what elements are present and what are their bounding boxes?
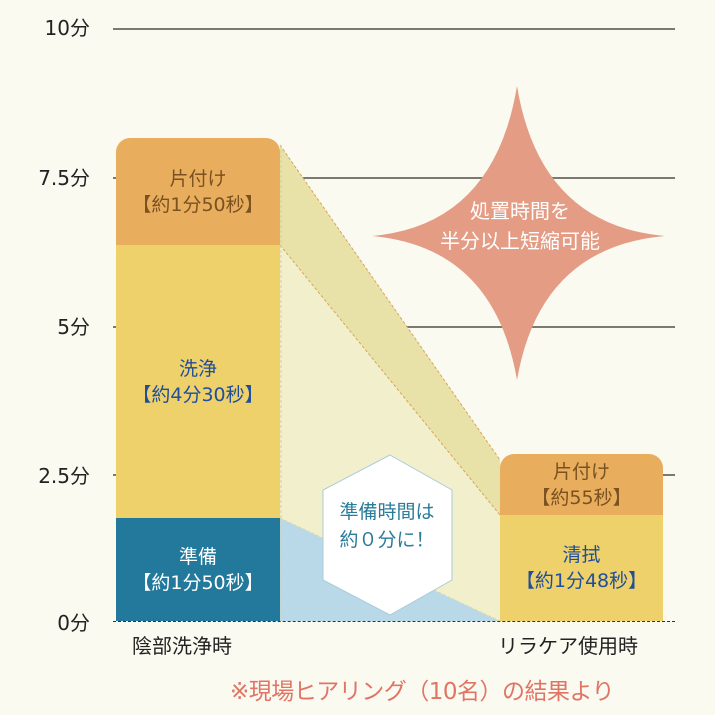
bar-left-wash-time: 【約4分30秒】 [132,383,264,406]
y-tick-7-5: 7.5分 [38,166,90,190]
bar-left-prep-segment: 準備 【約1分50秒】 [116,518,280,621]
star-callout-line1: 処置時間を [470,199,570,223]
hex-callout-line2: 約０分に！ [339,529,435,551]
x-axis-baseline [113,621,675,622]
y-tick-5: 5分 [57,315,90,339]
bar-right-cleanup-name: 片付け [552,460,610,483]
bar-left-cleanup-time: 【約1分50秒】 [132,193,264,216]
star-callout-text: 処置時間を 半分以上短縮可能 [400,196,640,256]
gridline-10 [113,28,675,30]
bar-left-prep-time: 【約1分50秒】 [132,571,264,594]
hex-callout-line1: 準備時間は [339,501,435,523]
star-callout-shape [372,86,665,380]
y-tick-0: 0分 [57,611,90,635]
x-label-right: リラケア使用時 [498,634,638,658]
bar-left-cleanup-name: 片付け [169,167,227,190]
y-tick-10: 10分 [44,16,90,40]
footnote: ※現場ヒアリング（10名）の結果より [230,679,615,705]
bar-right-wipe-segment: 清拭 【約1分48秒】 [500,515,663,621]
hex-callout-shape [322,454,453,616]
hex-callout-text: 準備時間は 約０分に！ [322,498,452,554]
star-callout-line2: 半分以上短縮可能 [440,229,600,253]
bar-left-cleanup-segment: 片付け 【約1分50秒】 [116,138,280,245]
bar-right-wipe-name: 清拭 [562,544,601,566]
bar-right-cleanup-segment: 片付け 【約55秒】 [500,454,663,515]
x-label-left: 陰部洗浄時 [132,634,232,658]
bar-left-wash-segment: 洗浄 【約4分30秒】 [116,245,280,518]
bar-left-wash-name: 洗浄 [178,357,217,380]
gridline-7-5 [113,177,675,179]
bar-left-prep-name: 準備 [178,545,217,568]
bar-right-cleanup-time: 【約55秒】 [531,486,632,509]
y-tick-2-5: 2.5分 [38,464,90,488]
bar-right-wipe-time: 【約1分48秒】 [515,570,648,592]
cleanup-connector-band [280,145,500,515]
